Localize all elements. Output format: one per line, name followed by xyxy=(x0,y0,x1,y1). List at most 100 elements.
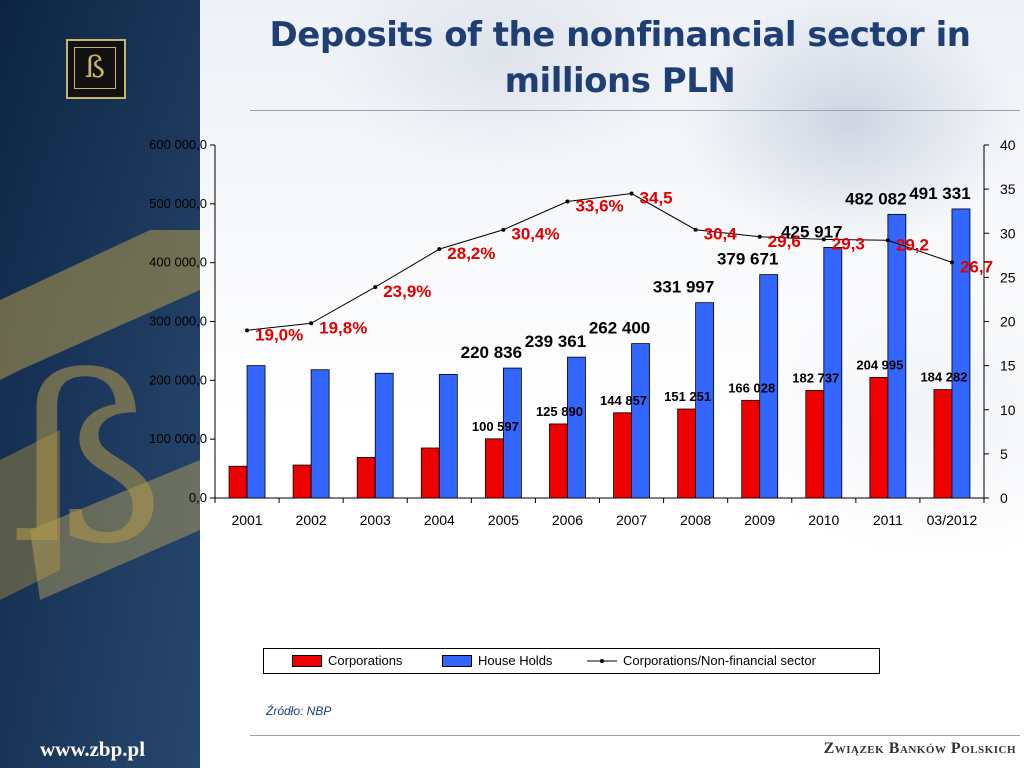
bar-corporations xyxy=(356,457,376,499)
data-label-households: 220 836 xyxy=(461,343,522,362)
data-label-households: 379 671 xyxy=(717,250,778,269)
data-label-corporations: 151 251 xyxy=(664,389,711,404)
data-label-corporations: 144 857 xyxy=(600,393,647,408)
bar-households xyxy=(246,365,266,499)
bar-households xyxy=(567,356,586,499)
x-tick-label: 2004 xyxy=(424,512,455,528)
y-right-tick-label: 5 xyxy=(1000,446,1008,462)
line-series-ratio xyxy=(246,193,953,331)
bar-corporations xyxy=(484,438,504,499)
data-label-ratio: 30,4 xyxy=(704,225,738,244)
y-right-tick-label: 25 xyxy=(1000,269,1016,285)
line-point-ratio xyxy=(693,227,698,232)
y-left-tick-label: 400 000,0 xyxy=(149,255,207,270)
data-label-ratio: 19,0% xyxy=(255,325,303,344)
x-tick-label: 2005 xyxy=(488,512,519,528)
y-right-tick-label: 10 xyxy=(1000,402,1016,418)
site-url: www.zbp.pl xyxy=(40,737,146,761)
legend-label-ratio: Corporations/Non-financial sector xyxy=(623,653,816,668)
line-point-ratio xyxy=(501,227,506,232)
data-label-corporations: 125 890 xyxy=(536,404,583,419)
x-tick-label: 2007 xyxy=(616,512,647,528)
data-label-ratio: 26,7 xyxy=(960,257,993,276)
bar-corporations xyxy=(420,447,440,499)
x-tick-label: 2006 xyxy=(552,512,583,528)
y-right-tick-label: 0 xyxy=(1000,490,1008,506)
bar-households xyxy=(374,372,394,499)
data-label-corporations: 204 995 xyxy=(856,357,903,372)
data-label-ratio: 29,2 xyxy=(896,235,929,254)
bar-corporations xyxy=(741,399,761,499)
x-tick-label: 2003 xyxy=(360,512,391,528)
y-left-tick-label: 600 000,0 xyxy=(149,137,207,152)
line-point-ratio xyxy=(245,328,250,333)
bar-corporations xyxy=(228,465,248,499)
line-point-ratio xyxy=(309,321,314,326)
legend-label-households: House Holds xyxy=(478,653,553,668)
y-left-tick-label: 0,0 xyxy=(189,490,207,505)
y-left-tick-label: 100 000,0 xyxy=(149,431,207,446)
y-right-tick-label: 30 xyxy=(1000,225,1016,241)
legend-label-corporations: Corporations xyxy=(328,653,403,668)
bar-households xyxy=(759,274,779,499)
line-point-ratio xyxy=(757,234,762,239)
legend-swatch-households xyxy=(442,655,472,667)
bar-households xyxy=(695,302,715,499)
x-tick-label: 2002 xyxy=(296,512,327,528)
data-label-ratio: 33,6% xyxy=(575,196,623,215)
bar-corporations xyxy=(805,390,825,499)
bank-emblem-icon: ß xyxy=(0,230,200,600)
data-label-ratio: 29,6 xyxy=(768,232,801,251)
data-label-ratio: 34,5 xyxy=(640,189,673,208)
data-label-corporations: 182 737 xyxy=(792,370,839,385)
footer-brand: Związek Banków Polskich xyxy=(823,740,1016,757)
bar-households xyxy=(951,208,971,499)
title-divider xyxy=(250,110,1020,111)
bar-corporations xyxy=(292,464,312,499)
bank-logo-icon: ß xyxy=(66,39,126,99)
y-left-tick-label: 200 000,0 xyxy=(149,372,207,387)
line-point-ratio xyxy=(949,260,954,265)
line-point-ratio xyxy=(821,237,826,242)
data-label-ratio: 28,2% xyxy=(447,244,495,263)
data-label-households: 262 400 xyxy=(589,319,650,338)
bar-households xyxy=(502,367,522,499)
svg-text:ß: ß xyxy=(10,328,164,595)
data-label-corporations: 184 282 xyxy=(920,370,967,385)
data-label-corporations: 166 028 xyxy=(728,380,775,395)
x-tick-label: 2001 xyxy=(231,512,262,528)
data-label-ratio: 19,8% xyxy=(319,318,367,337)
legend-swatch-corporations xyxy=(292,655,322,667)
bar-households xyxy=(631,343,650,499)
data-label-households: 491 331 xyxy=(909,184,970,203)
line-point-ratio xyxy=(565,199,570,204)
y-left-tick-label: 300 000,0 xyxy=(149,314,207,329)
data-label-ratio: 30,4% xyxy=(511,225,559,244)
data-label-households: 482 082 xyxy=(845,189,906,208)
bar-households xyxy=(438,374,458,499)
footer-divider xyxy=(250,735,1020,736)
y-right-tick-label: 20 xyxy=(1000,314,1016,330)
x-tick-label: 2008 xyxy=(680,512,711,528)
bar-corporations xyxy=(933,389,953,499)
line-point-ratio xyxy=(629,191,634,196)
x-tick-label: 03/2012 xyxy=(927,512,978,528)
y-right-tick-label: 35 xyxy=(1000,181,1016,197)
data-label-households: 425 917 xyxy=(781,222,842,241)
data-label-ratio: 29,3 xyxy=(832,234,865,253)
bar-corporations xyxy=(613,412,632,499)
bar-corporations xyxy=(677,408,697,499)
y-right-tick-label: 15 xyxy=(1000,358,1016,374)
slide-title: Deposits of the nonfinancial sector in m… xyxy=(269,15,971,101)
y-left-tick-label: 500 000,0 xyxy=(149,196,207,211)
left-brand-panel: ß xyxy=(0,0,200,768)
legend-swatch-ratio xyxy=(587,659,617,663)
bar-corporations xyxy=(549,423,568,499)
x-tick-label: 2011 xyxy=(873,512,903,528)
x-tick-label: 2010 xyxy=(808,512,839,528)
y-right-tick-label: 40 xyxy=(1000,137,1016,153)
bar-corporations xyxy=(869,376,889,499)
line-point-ratio xyxy=(437,247,442,252)
source-note: Źródło: NBP xyxy=(266,704,332,718)
